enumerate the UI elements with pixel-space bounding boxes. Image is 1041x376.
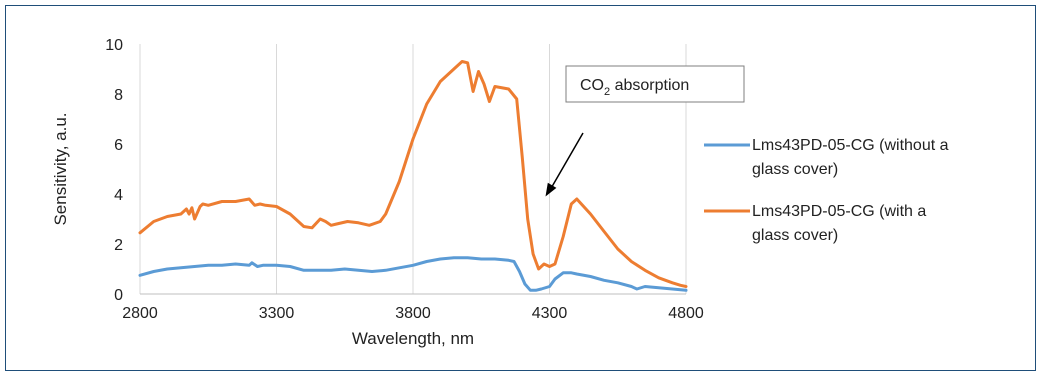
y-tick-label: 8 bbox=[114, 87, 123, 104]
axes: 2800 3300 3800 4300 4800 0 2 4 6 8 10 bbox=[105, 37, 704, 322]
annotation-arrowhead bbox=[545, 182, 557, 197]
series-lines bbox=[138, 60, 688, 292]
legend-label-1: Lms43PD-05-CG (with a glass cover) bbox=[752, 203, 926, 244]
x-axis-title: Wavelength, nm bbox=[352, 329, 474, 348]
x-tick-label: 3300 bbox=[259, 305, 295, 322]
y-tick-label: 2 bbox=[114, 237, 123, 254]
series-line-0 bbox=[138, 256, 688, 292]
chart-frame: 2800 3300 3800 4300 4800 0 2 4 6 8 10 CO2 absorpti… bbox=[5, 5, 1036, 371]
series-line-1 bbox=[138, 60, 688, 288]
line-chart: 2800 3300 3800 4300 4800 0 2 4 6 8 10 CO2 absorpti… bbox=[51, 37, 949, 348]
annotation-text: CO2 absorption bbox=[580, 77, 689, 98]
x-tick-label: 4800 bbox=[668, 305, 704, 322]
legend-label-0: Lms43PD-05-CG (without a glass cover) bbox=[752, 137, 949, 178]
annotation-box bbox=[565, 65, 745, 103]
x-tick-label: 4300 bbox=[532, 305, 568, 322]
y-tick-label: 6 bbox=[114, 137, 123, 154]
y-tick-label: 4 bbox=[114, 187, 123, 204]
y-axis-title: Sensitivity, a.u. bbox=[51, 112, 70, 225]
legend: Lms43PD-05-CG (without a glass cover) Lms4… bbox=[704, 137, 949, 244]
y-tick-label: 10 bbox=[105, 37, 123, 54]
x-tick-label: 3800 bbox=[395, 305, 431, 322]
x-tick-label: 2800 bbox=[122, 305, 158, 322]
y-tick-label: 0 bbox=[114, 287, 123, 304]
annotation-arrow-line bbox=[550, 132, 584, 188]
annotation: CO2 absorption bbox=[545, 65, 745, 197]
